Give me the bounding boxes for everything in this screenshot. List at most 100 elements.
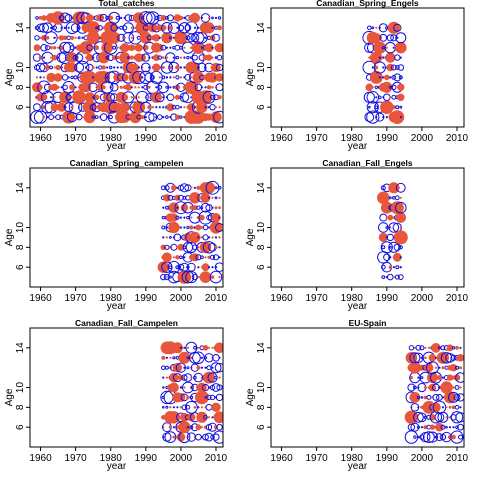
bubble-point xyxy=(174,114,180,120)
bubble-point xyxy=(389,106,392,109)
bubble-point xyxy=(209,270,223,284)
bubble-point xyxy=(218,36,221,39)
x-tick-label: 1980 xyxy=(341,453,364,464)
bubble-point xyxy=(197,382,207,393)
bubble-point xyxy=(175,265,180,270)
bubble-point xyxy=(399,266,402,269)
x-axis-label: year xyxy=(107,461,127,472)
panel-2: Canadian_Spring_Engels 1960 1970 1980 1990 20… xyxy=(245,0,469,152)
bubble-point xyxy=(216,384,223,391)
bubble-point xyxy=(211,416,214,419)
bubble-point xyxy=(214,375,218,380)
y-axis-label: Age xyxy=(245,388,256,406)
bubble-point xyxy=(390,64,397,71)
bubble-point xyxy=(74,53,84,62)
x-axis-label: year xyxy=(107,141,127,152)
bubble-point xyxy=(200,46,203,49)
bubble-point xyxy=(409,352,421,364)
bubble-point xyxy=(160,185,166,191)
bubble-point xyxy=(416,395,420,399)
bubble-point xyxy=(168,25,173,30)
bubble-point xyxy=(169,76,172,79)
bubble-point xyxy=(38,55,43,60)
bubble-point xyxy=(62,35,68,40)
x-tick-label: 2010 xyxy=(446,453,469,464)
bubble-point xyxy=(167,411,181,424)
bubble-point xyxy=(192,71,205,84)
y-tick-label: 14 xyxy=(256,22,267,34)
bubble-point xyxy=(169,213,178,222)
bubble-point xyxy=(95,66,98,69)
bubble-point xyxy=(127,56,130,59)
bubble-point xyxy=(58,15,65,21)
bubble-point xyxy=(49,46,53,50)
bubble-point xyxy=(437,411,449,423)
bubble-point xyxy=(175,65,180,70)
plot-frame xyxy=(270,167,465,288)
bubble-point xyxy=(419,434,425,440)
bubble-point xyxy=(438,386,441,389)
bubble-point xyxy=(387,273,394,281)
bubble-point xyxy=(161,225,166,230)
bubble-point xyxy=(378,56,381,59)
bubble-point xyxy=(205,54,213,61)
bubble-point xyxy=(95,36,99,40)
bubble-point xyxy=(458,434,463,440)
bubble-point xyxy=(144,111,155,123)
bubble-point xyxy=(193,406,197,409)
bubble-point xyxy=(179,115,183,119)
bubble-point xyxy=(378,23,388,33)
bubble-point xyxy=(392,196,396,200)
bubble-point xyxy=(394,274,400,280)
bubble-point xyxy=(216,54,223,61)
bubble-point xyxy=(61,74,69,81)
bubble-point xyxy=(371,66,374,69)
bubble-point xyxy=(455,365,459,370)
panel-3: Canadian_Spring_campelen 1960 1970 1980 1990… xyxy=(4,158,228,312)
bubble-point xyxy=(171,184,177,191)
bubble-point xyxy=(50,56,53,59)
bubble-point xyxy=(160,273,167,281)
bubble-point xyxy=(203,22,215,34)
bubble-point xyxy=(374,105,379,109)
bubble-point xyxy=(36,23,45,33)
y-tick-label: 14 xyxy=(256,342,267,354)
bubble-point xyxy=(388,222,400,233)
bubble-point xyxy=(94,115,99,119)
bubble-point xyxy=(454,405,460,410)
bubble-point xyxy=(445,406,448,409)
bubble-point xyxy=(202,224,209,231)
bubble-point xyxy=(70,35,75,40)
bubble-point xyxy=(77,36,81,40)
bubble-point xyxy=(165,115,169,119)
bubble-point xyxy=(381,275,386,280)
bubble-point xyxy=(423,431,435,444)
bubble-point xyxy=(453,393,461,401)
bubble-point xyxy=(385,216,388,219)
bubble-point xyxy=(205,180,220,195)
plot-frame xyxy=(29,327,224,448)
y-axis-label: Age xyxy=(4,228,15,246)
bubble-point xyxy=(217,16,222,20)
bubble-point xyxy=(435,422,444,432)
bubble-point xyxy=(386,34,394,42)
bubble-point xyxy=(207,266,211,269)
bubble-point xyxy=(122,25,128,31)
bubble-point xyxy=(165,52,176,63)
bubble-point xyxy=(211,86,214,89)
bubble-point xyxy=(459,386,462,389)
bubble-point xyxy=(77,26,81,30)
bubble-point xyxy=(56,85,60,89)
bubble-point xyxy=(207,196,211,199)
bubble-point xyxy=(175,55,180,60)
bubble-point xyxy=(183,46,186,49)
bubble-point xyxy=(440,345,446,351)
bubble-point xyxy=(177,24,185,31)
bubble-point xyxy=(64,14,73,22)
bubble-point xyxy=(57,36,60,39)
bubble-point xyxy=(212,430,223,444)
bubble-point xyxy=(209,254,216,260)
bubble-point xyxy=(207,346,211,349)
bubble-point xyxy=(211,206,214,209)
bubble-point xyxy=(150,91,162,103)
